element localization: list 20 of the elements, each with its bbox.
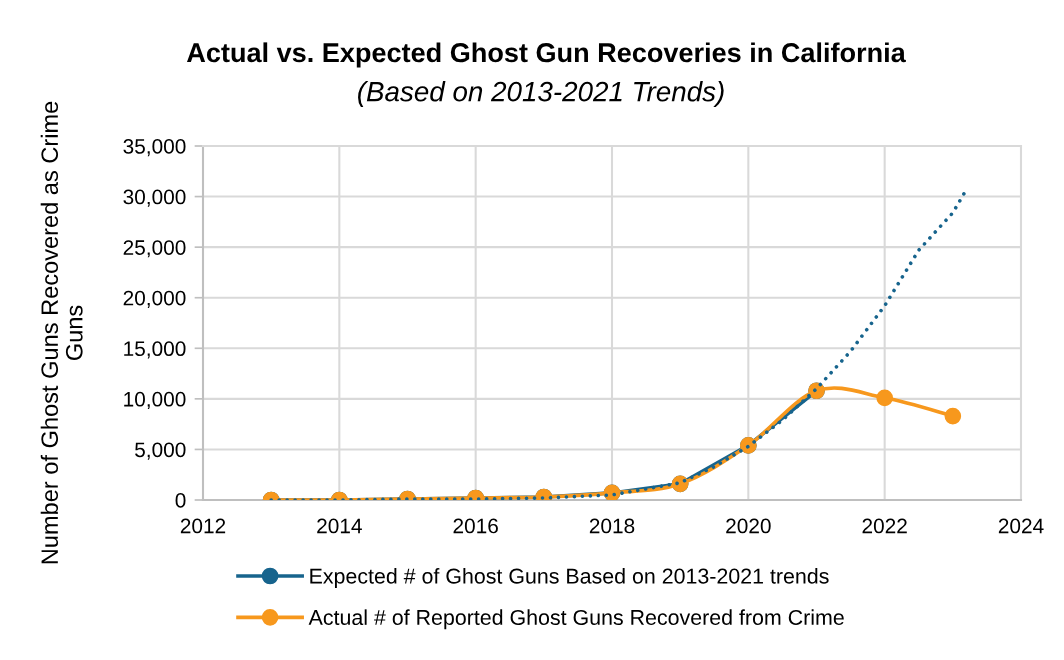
legend-label: Expected # of Ghost Guns Based on 2013-2021 trends xyxy=(310,568,829,588)
x-tick-label: 2016 xyxy=(453,518,498,534)
y-tick-label: 15,000 xyxy=(124,341,186,359)
x-tick-label: 2024 xyxy=(998,518,1044,534)
x-tick-label: 2020 xyxy=(726,518,771,534)
y-axis-title: Number of Ghost Guns Recovered as Crime Guns xyxy=(40,101,83,564)
y-tick-label: 5,000 xyxy=(135,442,186,460)
x-tick-label: 2018 xyxy=(589,518,635,534)
y-tick-label: 25,000 xyxy=(123,240,186,258)
x-tick-label: 2022 xyxy=(862,518,907,534)
chart-title: Actual vs. Expected Ghost Gun Recoveries in California xyxy=(186,42,906,68)
y-tick-label: 0 xyxy=(175,493,186,508)
x-tick-label: 2012 xyxy=(180,518,226,534)
x-tick-label: 2014 xyxy=(317,518,362,534)
y-tick-label: 35,000 xyxy=(123,139,186,157)
legend-label: Actual # of Reported Ghost Guns Recovered from Crime xyxy=(308,609,844,630)
y-tick-label: 30,000 xyxy=(123,189,186,207)
chart-subtitle: (Based on 2013-2021 Trends) xyxy=(358,81,724,107)
y-tick-label: 20,000 xyxy=(123,290,186,308)
y-tick-label: 10,000 xyxy=(124,391,186,410)
